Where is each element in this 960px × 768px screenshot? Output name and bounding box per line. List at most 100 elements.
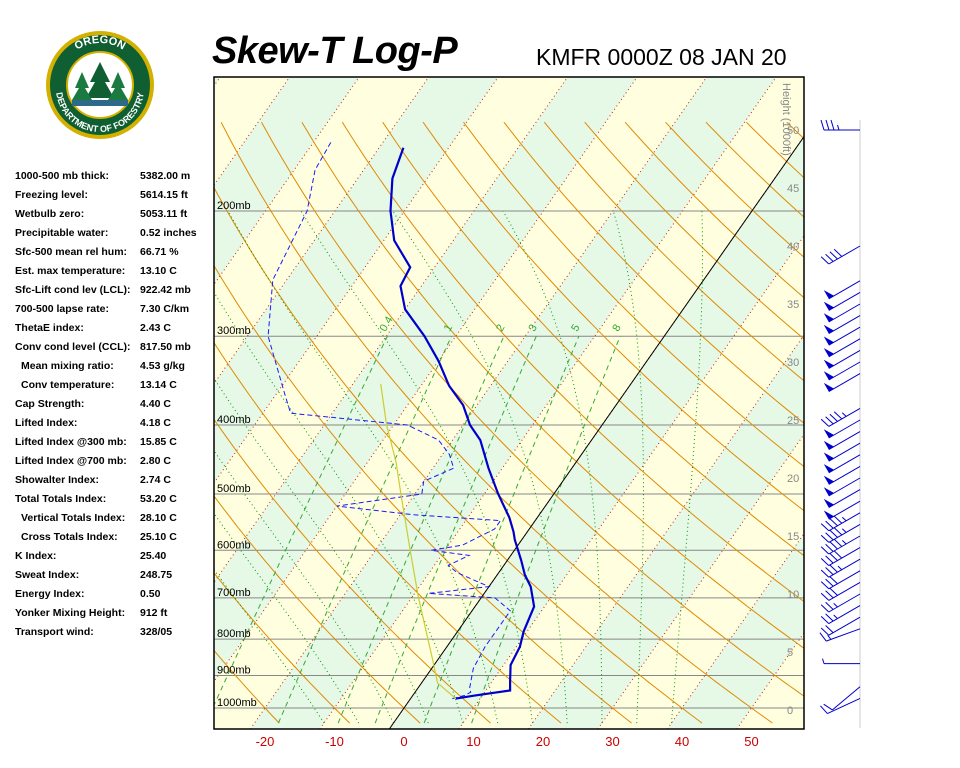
wind-barb-full-flag: [829, 518, 838, 527]
index-value: 912 ft: [140, 607, 168, 619]
index-row: 700-500 lapse rate: 7.30 C/km: [15, 303, 215, 322]
index-label: 700-500 lapse rate:: [15, 303, 109, 315]
wind-barb: [820, 547, 861, 567]
wind-barb: [820, 535, 861, 555]
mixing-ratio-label: 2: [494, 322, 507, 333]
dry-adiabat-line: [543, 121, 804, 382]
index-label: ThetaE index:: [15, 322, 84, 334]
index-row: K Index: 25.40: [15, 550, 215, 569]
wind-barb-full-flag: [820, 418, 830, 427]
dry-adiabat-line: [463, 121, 804, 468]
wind-barb: [820, 512, 861, 532]
temperature-band: [667, 533, 804, 729]
wind-barb-full-flag: [825, 625, 834, 634]
temperature-band: [214, 77, 221, 86]
wind-barb: [819, 628, 861, 642]
index-label: Wetbulb zero:: [15, 208, 85, 220]
pressure-tick-label: 400mb: [217, 414, 251, 426]
wind-barb-full-flag: [820, 546, 830, 555]
dry-adiabat-line: [214, 495, 421, 724]
wind-barb: [823, 291, 861, 311]
index-label: Transport wind:: [15, 626, 94, 638]
isotherm-line: [806, 77, 960, 729]
plot-border: [213, 76, 805, 730]
index-row: Total Totals Index: 53.20 C: [15, 493, 215, 512]
temperature-tick-label: 30: [605, 734, 619, 749]
wind-barb-full-flag: [820, 119, 825, 131]
wind-barb-full-flag: [829, 541, 838, 550]
wind-barb: [823, 326, 861, 346]
mixing-ratio-line: [214, 335, 388, 707]
mixing-ratio-label: 5: [569, 322, 582, 333]
wind-barb-full-flag: [820, 534, 830, 543]
wind-barb: [820, 605, 861, 625]
index-value: 0.52 inches: [140, 227, 197, 239]
isotherm-line: [319, 77, 777, 729]
height-tick-label: 25: [787, 415, 799, 427]
dry-adiabat-line: [214, 341, 562, 724]
wind-barb-full-flag: [820, 604, 830, 613]
index-row: Sfc-500 mean rel hum: 66.71 %: [15, 246, 215, 265]
index-label: Cap Strength:: [15, 398, 85, 410]
wind-barb: [820, 570, 861, 590]
wind-barb-full-flag: [820, 523, 830, 532]
isotherm-line: [0, 77, 12, 729]
isotherm-line: [458, 234, 804, 729]
index-value: 5382.00 m: [140, 170, 191, 182]
height-tick-label: 20: [787, 473, 799, 485]
isotherm-line: [214, 77, 638, 683]
index-value: 328/05: [140, 626, 173, 638]
dewpoint-profile-line: [267, 141, 511, 700]
pressure-tick-label: 500mb: [217, 483, 251, 495]
index-row: Showalter Index: 2.74 C: [15, 474, 215, 493]
index-value: 53.20 C: [140, 493, 177, 505]
index-row: 1000-500 mb thick: 5382.00 m: [15, 170, 215, 189]
wind-barb-full-flag: [825, 613, 834, 622]
wind-barb: [823, 280, 861, 300]
index-row: Lifted Index: 4.18 C: [15, 417, 215, 436]
wind-barb: [820, 245, 861, 265]
index-label: Lifted Index @700 mb:: [15, 455, 127, 467]
wind-barb: [823, 338, 861, 358]
wind-barb: [823, 349, 861, 369]
mixing-ratio-line: [278, 335, 452, 724]
pressure-tick-label: 1000mb: [217, 697, 257, 709]
chart-title: Skew-T Log-P: [212, 30, 458, 72]
moist-adiabat-line: [214, 291, 464, 724]
wind-barb: [823, 454, 861, 474]
wind-barb-staff: [826, 628, 861, 642]
wind-barb-staff: [828, 605, 861, 625]
freezing-isotherm-line: [388, 135, 804, 729]
wind-barb-full-flag: [825, 555, 834, 564]
temperature-band: [250, 77, 777, 729]
index-row: Precipitable water: 0.52 inches: [15, 227, 215, 246]
wind-barb-full-flag: [820, 627, 830, 636]
wind-barb-staff: [828, 558, 861, 578]
temperature-band: [0, 77, 151, 729]
wind-barb-full-flag: [825, 567, 834, 576]
index-value: 5614.15 ft: [140, 189, 188, 201]
index-label: 1000-500 mb thick:: [15, 170, 109, 182]
index-value: 15.85 C: [140, 436, 177, 448]
wind-barb-half-flag: [837, 124, 840, 131]
index-label: Sweat Index:: [15, 569, 80, 581]
index-value: 2.43 C: [140, 322, 171, 334]
wind-barb: [823, 315, 861, 335]
index-label: Energy Index:: [15, 588, 85, 600]
height-tick-label: 50: [787, 125, 799, 137]
dry-adiabat-line: [301, 121, 804, 649]
pressure-tick-label: 800mb: [217, 628, 251, 640]
moist-adiabat-line: [227, 210, 499, 724]
wind-barb-staff: [828, 535, 861, 555]
moist-adiabat-line: [612, 210, 644, 724]
wind-barb-pennant: [823, 429, 834, 438]
stability-indices-panel: 1000-500 mb thick: 5382.00 m Freezing leve…: [15, 170, 215, 645]
wind-barb-full-flag: [823, 703, 833, 711]
height-tick-label: 45: [787, 183, 799, 195]
wind-barb-full-flag: [833, 538, 843, 547]
dry-adiabat-line: [503, 121, 804, 424]
height-tick-label: 30: [787, 357, 799, 369]
dry-adiabat-line: [261, 121, 804, 697]
mixing-ratio-label: 1: [442, 322, 455, 333]
